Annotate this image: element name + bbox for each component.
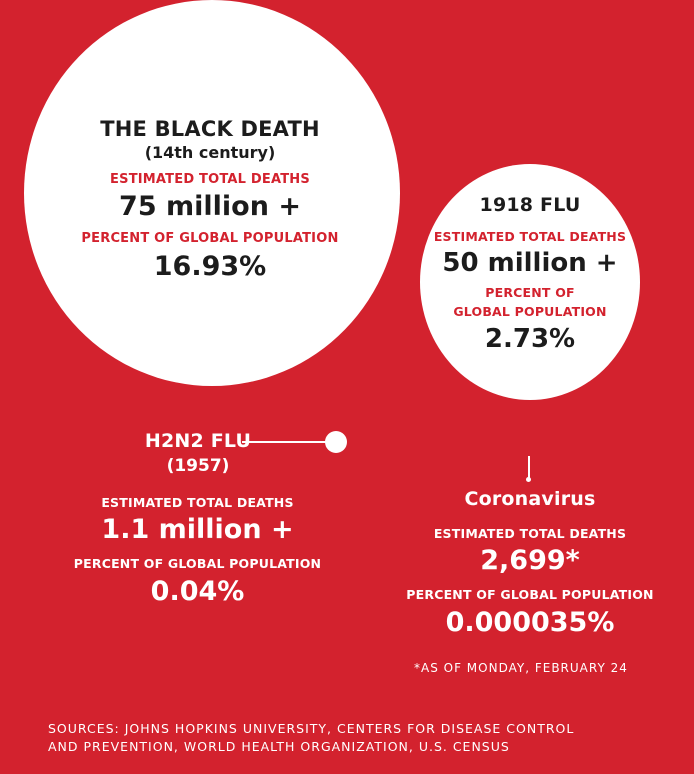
pandemic-name: Coronavirus	[464, 488, 596, 510]
deaths-value: 2,699*	[480, 545, 580, 576]
h2n2-text: H2N2 FLU (1957) ESTIMATED TOTAL DEATHS 1…	[20, 428, 375, 611]
percent-label-line1: PERCENT OF	[485, 285, 575, 300]
percent-value: 16.93%	[153, 251, 267, 282]
flu-1918-text: 1918 FLU ESTIMATED TOTAL DEATHS 50 milli…	[420, 192, 640, 357]
sources-line-1: SOURCES: JOHNS HOPKINS UNIVERSITY, CENTE…	[48, 721, 575, 736]
sources-line-2: AND PREVENTION, WORLD HEALTH ORGANIZATIO…	[48, 739, 510, 754]
percent-value: 2.73%	[484, 324, 576, 354]
bubble-black-death	[24, 0, 400, 386]
h2n2-marker-dot	[325, 431, 347, 453]
deaths-value: 1.1 million +	[101, 514, 294, 545]
sources-note: SOURCES: JOHNS HOPKINS UNIVERSITY, CENTE…	[48, 720, 648, 756]
percent-label: PERCENT OF GLOBAL POPULATION	[406, 587, 654, 602]
percent-value: 0.000035%	[445, 607, 615, 638]
pandemic-name: THE BLACK DEATH	[100, 117, 320, 141]
deaths-value: 50 million +	[442, 248, 618, 278]
pandemic-period: (14th century)	[144, 143, 276, 162]
h2n2-title-wrap: H2N2 FLU (1957)	[118, 428, 278, 478]
percent-label: PERCENT OF GLOBAL POPULATION	[81, 231, 339, 246]
deaths-label: ESTIMATED TOTAL DEATHS	[433, 526, 627, 541]
coronavirus-marker-dot	[526, 477, 531, 482]
black-death-text: THE BLACK DEATH (14th century) ESTIMATED…	[50, 116, 370, 286]
percent-label: PERCENT OF GLOBAL POPULATION	[73, 556, 322, 571]
percent-label-line2: GLOBAL POPULATION	[453, 304, 607, 319]
deaths-value: 75 million +	[119, 191, 301, 222]
pandemic-name: H2N2 FLU	[144, 430, 252, 452]
deaths-label: ESTIMATED TOTAL DEATHS	[101, 495, 294, 510]
h2n2-connector-line	[242, 441, 334, 443]
deaths-label: ESTIMATED TOTAL DEATHS	[110, 172, 310, 187]
pandemic-period: (1957)	[166, 456, 230, 476]
coronavirus-footnote: *AS OF MONDAY, FEBRUARY 24	[414, 661, 628, 675]
coronavirus-text: Coronavirus ESTIMATED TOTAL DEATHS 2,699…	[395, 486, 665, 642]
bubble-1918-flu	[420, 164, 640, 400]
deaths-label: ESTIMATED TOTAL DEATHS	[433, 229, 627, 244]
percent-value: 0.04%	[150, 576, 245, 607]
pandemic-name: 1918 FLU	[479, 194, 581, 216]
coronavirus-connector-line	[528, 456, 530, 478]
